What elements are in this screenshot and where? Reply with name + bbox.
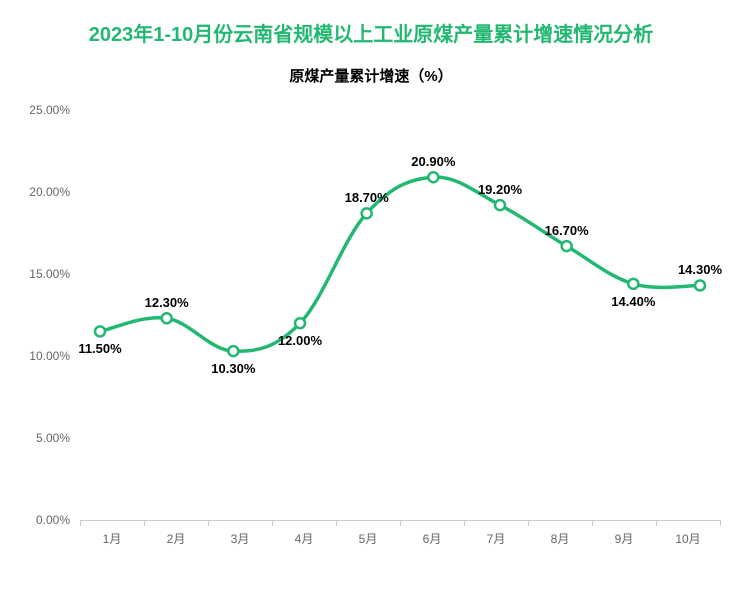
x-axis-tick-mark xyxy=(144,520,145,526)
data-point-label: 18.70% xyxy=(345,190,389,205)
data-point-label: 11.50% xyxy=(78,341,121,356)
data-point-label: 12.30% xyxy=(145,295,189,310)
data-point-marker xyxy=(428,172,438,182)
x-axis-tick-label: 4月 xyxy=(295,530,314,547)
data-point-marker xyxy=(362,208,372,218)
chart-plot-area: 0.00%5.00%10.00%15.00%20.00%25.00%1月2月3月… xyxy=(80,110,720,520)
data-point-label: 10.30% xyxy=(211,361,255,376)
data-point-marker xyxy=(628,279,638,289)
y-axis-tick-label: 25.00% xyxy=(10,103,70,117)
x-axis-tick-mark xyxy=(720,520,721,526)
chart-container: 2023年1-10月份云南省规模以上工业原煤产量累计增速情况分析 原煤产量累计增… xyxy=(0,0,742,598)
x-axis-tick-label: 10月 xyxy=(675,530,700,547)
data-point-marker xyxy=(562,241,572,251)
x-axis-tick-mark xyxy=(592,520,593,526)
x-axis-tick-mark xyxy=(336,520,337,526)
data-point-label: 14.30% xyxy=(678,262,722,277)
data-point-marker xyxy=(495,200,505,210)
x-axis-tick-mark xyxy=(656,520,657,526)
data-point-label: 12.00% xyxy=(278,333,322,348)
data-point-marker xyxy=(95,326,105,336)
data-point-marker xyxy=(695,280,705,290)
data-point-marker xyxy=(162,313,172,323)
sub-title: 原煤产量累计增速（%） xyxy=(0,47,742,86)
data-point-marker xyxy=(228,346,238,356)
series-line xyxy=(100,177,700,351)
main-title: 2023年1-10月份云南省规模以上工业原煤产量累计增速情况分析 xyxy=(0,0,742,47)
x-axis-tick-label: 1月 xyxy=(103,530,122,547)
x-axis-tick-label: 3月 xyxy=(231,530,250,547)
y-axis-tick-label: 5.00% xyxy=(10,431,70,445)
data-point-label: 20.90% xyxy=(411,154,455,169)
y-axis-tick-label: 15.00% xyxy=(10,267,70,281)
x-axis-tick-label: 5月 xyxy=(359,530,378,547)
x-axis-tick-mark xyxy=(80,520,81,526)
data-point-marker xyxy=(295,318,305,328)
x-axis-tick-mark xyxy=(464,520,465,526)
data-point-label: 14.40% xyxy=(611,294,655,309)
data-point-label: 19.20% xyxy=(478,182,522,197)
data-point-label: 16.70% xyxy=(545,223,589,238)
x-axis-tick-mark xyxy=(528,520,529,526)
x-axis-tick-mark xyxy=(208,520,209,526)
x-axis-tick-label: 6月 xyxy=(423,530,442,547)
x-axis-tick-label: 2月 xyxy=(167,530,186,547)
y-axis-tick-label: 0.00% xyxy=(10,513,70,527)
line-chart-svg xyxy=(80,110,720,520)
x-axis-tick-mark xyxy=(272,520,273,526)
x-axis-tick-mark xyxy=(400,520,401,526)
y-axis-tick-label: 10.00% xyxy=(10,349,70,363)
y-axis-tick-label: 20.00% xyxy=(10,185,70,199)
x-axis-tick-label: 7月 xyxy=(487,530,506,547)
x-axis-tick-label: 9月 xyxy=(615,530,634,547)
x-axis-tick-label: 8月 xyxy=(551,530,570,547)
